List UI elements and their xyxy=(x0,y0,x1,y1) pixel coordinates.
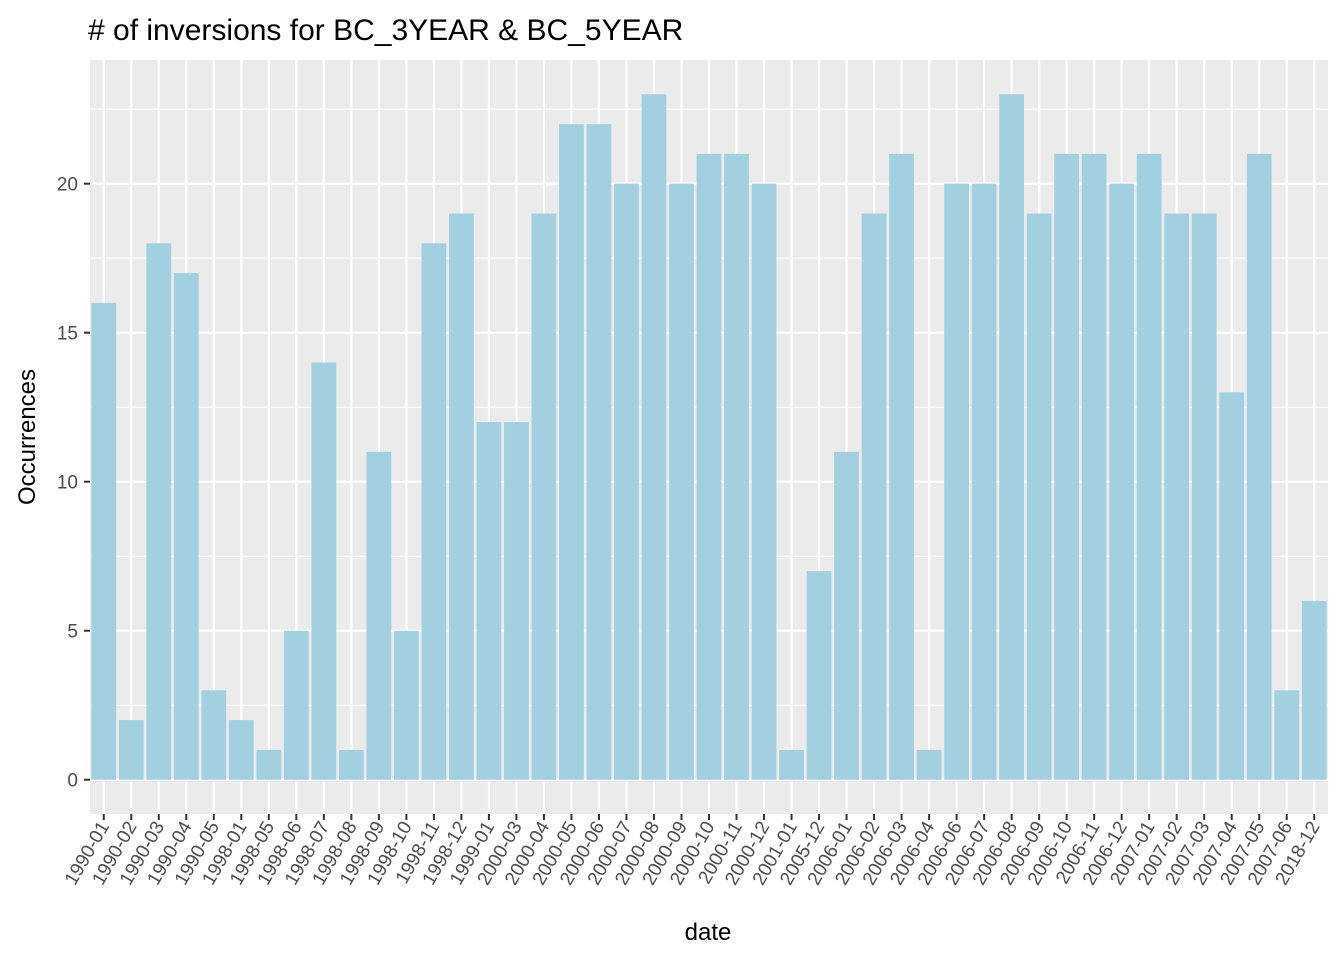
bar-1998-07 xyxy=(311,362,337,780)
bar-2005-12 xyxy=(806,571,832,780)
bar-2000-05 xyxy=(559,124,584,780)
bar-2000-10 xyxy=(696,153,722,780)
bar-2006-08 xyxy=(999,94,1025,780)
bar-1998-01 xyxy=(228,720,254,780)
bars xyxy=(91,94,1327,780)
bar-1990-04 xyxy=(173,273,199,780)
y-tick-label: 5 xyxy=(67,622,78,643)
bar-2006-11 xyxy=(1081,153,1107,780)
bar-2006-03 xyxy=(889,153,914,780)
bar-1990-02 xyxy=(118,720,144,780)
bar-2001-01 xyxy=(779,749,804,780)
bar-2000-03 xyxy=(504,422,529,780)
chart-title: # of inversions for BC_3YEAR & BC_5YEAR xyxy=(88,14,683,47)
bar-1998-10 xyxy=(393,630,419,780)
bar-1998-06 xyxy=(283,630,309,780)
bar-2000-12 xyxy=(751,183,777,780)
bar-2000-09 xyxy=(669,183,694,780)
bar-2007-03 xyxy=(1191,213,1217,780)
bar-2007-02 xyxy=(1164,213,1190,780)
bar-2006-02 xyxy=(861,213,887,780)
bar-2007-06 xyxy=(1274,690,1300,780)
bar-2007-01 xyxy=(1136,153,1162,780)
bar-2000-11 xyxy=(724,153,749,780)
bar-2000-06 xyxy=(586,124,612,780)
y-tick-label: 10 xyxy=(57,473,78,494)
y-tick-label: 0 xyxy=(67,771,78,792)
y-tick-label: 20 xyxy=(57,175,78,196)
bar-2006-01 xyxy=(834,451,859,780)
bar-1990-01 xyxy=(91,302,117,780)
x-axis: 1990-011990-021990-031990-041990-051998-… xyxy=(61,814,1325,889)
bar-2000-04 xyxy=(531,213,557,780)
bar-1998-09 xyxy=(366,451,392,780)
bar-2006-12 xyxy=(1109,183,1135,780)
bar-2018-12 xyxy=(1301,600,1327,780)
bar-2007-05 xyxy=(1246,153,1272,780)
bar-1999-01 xyxy=(476,422,502,780)
bar-2006-06 xyxy=(944,183,969,780)
y-axis-title: Occurrences xyxy=(14,369,41,505)
bar-1998-11 xyxy=(421,243,447,780)
y-tick-label: 15 xyxy=(57,324,78,345)
bar-1998-05 xyxy=(256,749,282,780)
bar-1998-08 xyxy=(338,749,364,780)
bar-2006-04 xyxy=(916,749,942,780)
bar-1998-12 xyxy=(449,213,474,780)
bar-2006-09 xyxy=(1026,213,1052,780)
bar-2000-07 xyxy=(614,183,639,780)
bar-2006-07 xyxy=(971,183,997,780)
bar-2006-10 xyxy=(1054,153,1080,780)
x-axis-title: date xyxy=(685,919,732,946)
y-axis: 0 5 10 15 20 xyxy=(57,175,90,792)
bar-1990-05 xyxy=(201,690,227,780)
bar-2007-04 xyxy=(1219,392,1245,780)
bar-2000-08 xyxy=(641,94,667,780)
bar-1990-03 xyxy=(146,243,172,780)
